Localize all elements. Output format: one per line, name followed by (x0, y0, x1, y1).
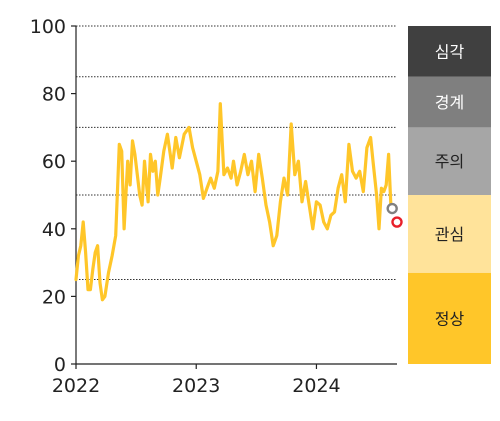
end-marker-1 (391, 216, 403, 228)
x-tick-label-0: 2022 (52, 375, 100, 397)
band-3 (408, 76, 491, 128)
y-tick-label-1: 20 (42, 286, 66, 308)
band-4 (408, 26, 491, 77)
x-tick-label-2: 2024 (292, 375, 340, 397)
band-0 (408, 272, 491, 364)
level-bands: 정상 관심 주의 경계 심각 (408, 26, 491, 364)
y-tick-label-0: 0 (54, 354, 66, 376)
y-tick-label-4: 80 (42, 84, 66, 106)
series-line-0 (74, 102, 393, 302)
axes: 0 20 40 60 80 100 2022 2023 2024 (30, 16, 397, 397)
band-label-4: 심각 (435, 42, 465, 61)
band-label-0: 정상 (435, 309, 465, 328)
y-tick-label-3: 60 (42, 151, 66, 173)
band-1 (408, 195, 491, 273)
x-tick-label-1: 2023 (172, 375, 220, 397)
series-layer (74, 102, 393, 302)
band-2 (408, 127, 491, 195)
y-tick-label-2: 40 (42, 219, 66, 241)
band-label-2: 주의 (435, 152, 464, 171)
end-markers (386, 202, 403, 228)
band-label-3: 경계 (435, 93, 464, 112)
end-marker-0 (386, 202, 398, 215)
y-tick-label-5: 100 (30, 16, 66, 38)
band-label-1: 관심 (435, 225, 464, 244)
